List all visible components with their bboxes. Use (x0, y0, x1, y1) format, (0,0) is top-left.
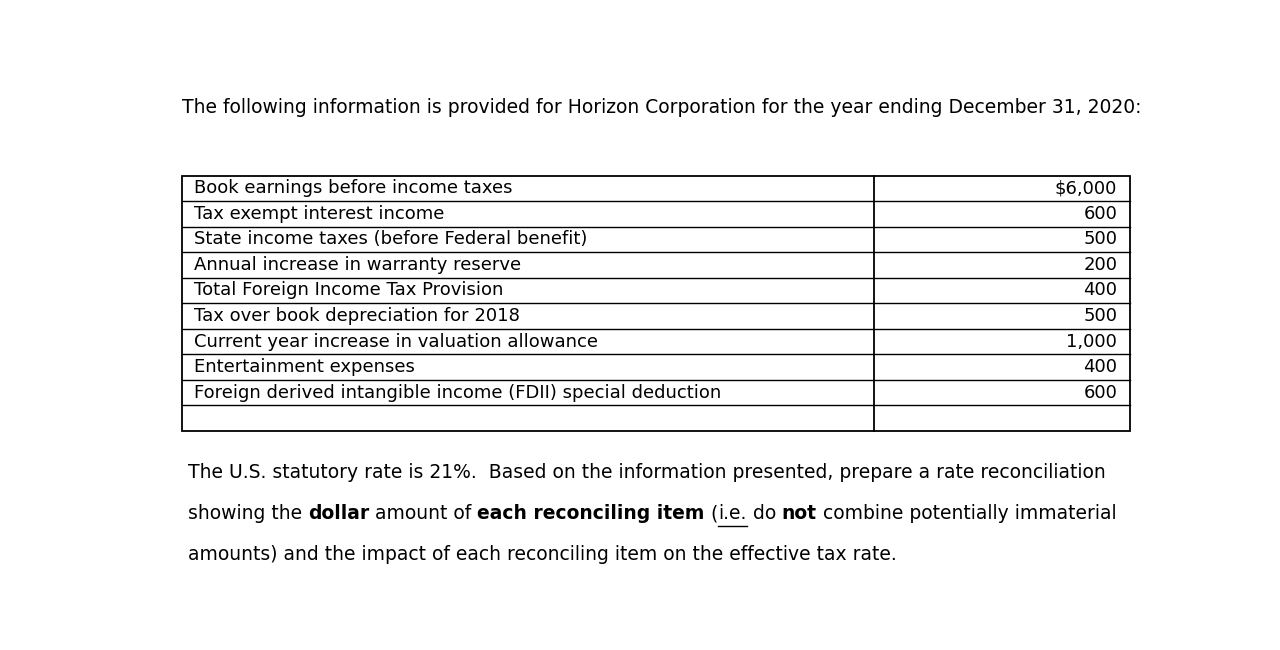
Text: do: do (746, 504, 782, 523)
Text: (: ( (705, 504, 718, 523)
Text: Current year increase in valuation allowance: Current year increase in valuation allow… (193, 333, 598, 350)
Text: 200: 200 (1083, 256, 1117, 274)
Text: i.e.: i.e. (718, 504, 746, 523)
Text: $6,000: $6,000 (1055, 179, 1117, 198)
Text: showing the: showing the (188, 504, 308, 523)
Text: each reconciling item: each reconciling item (477, 504, 705, 523)
Text: Book earnings before income taxes: Book earnings before income taxes (193, 179, 512, 198)
Bar (182, 176, 1130, 431)
Text: 500: 500 (1083, 307, 1117, 325)
Text: 600: 600 (1083, 384, 1117, 402)
Text: 400: 400 (1083, 281, 1117, 300)
Text: The following information is provided for Horizon Corporation for the year endin: The following information is provided fo… (182, 98, 1142, 117)
Text: Tax over book depreciation for 2018: Tax over book depreciation for 2018 (193, 307, 520, 325)
Text: State income taxes (before Federal benefit): State income taxes (before Federal benef… (193, 230, 588, 248)
Text: amounts) and the impact of each reconciling item on the effective tax rate.: amounts) and the impact of each reconcil… (188, 545, 896, 564)
Text: The U.S. statutory rate is 21%.  Based on the information presented, prepare a r: The U.S. statutory rate is 21%. Based on… (188, 463, 1106, 482)
Text: Foreign derived intangible income (FDII) special deduction: Foreign derived intangible income (FDII)… (193, 384, 721, 402)
Text: amount of: amount of (369, 504, 477, 523)
Text: 600: 600 (1083, 205, 1117, 223)
Text: Entertainment expenses: Entertainment expenses (193, 358, 415, 376)
Text: not: not (782, 504, 817, 523)
Text: Annual increase in warranty reserve: Annual increase in warranty reserve (193, 256, 521, 274)
Text: Total Foreign Income Tax Provision: Total Foreign Income Tax Provision (193, 281, 503, 300)
Text: combine potentially immaterial: combine potentially immaterial (817, 504, 1116, 523)
Text: dollar: dollar (308, 504, 369, 523)
Text: 1,000: 1,000 (1066, 333, 1117, 350)
Text: Tax exempt interest income: Tax exempt interest income (193, 205, 444, 223)
Text: 400: 400 (1083, 358, 1117, 376)
Text: 500: 500 (1083, 230, 1117, 248)
